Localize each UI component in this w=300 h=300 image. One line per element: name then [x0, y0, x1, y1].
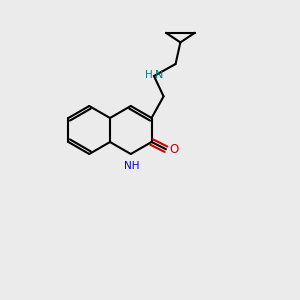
Text: N: N: [154, 70, 163, 80]
Text: NH: NH: [124, 161, 139, 171]
Text: H: H: [145, 70, 152, 80]
Text: O: O: [169, 143, 178, 156]
